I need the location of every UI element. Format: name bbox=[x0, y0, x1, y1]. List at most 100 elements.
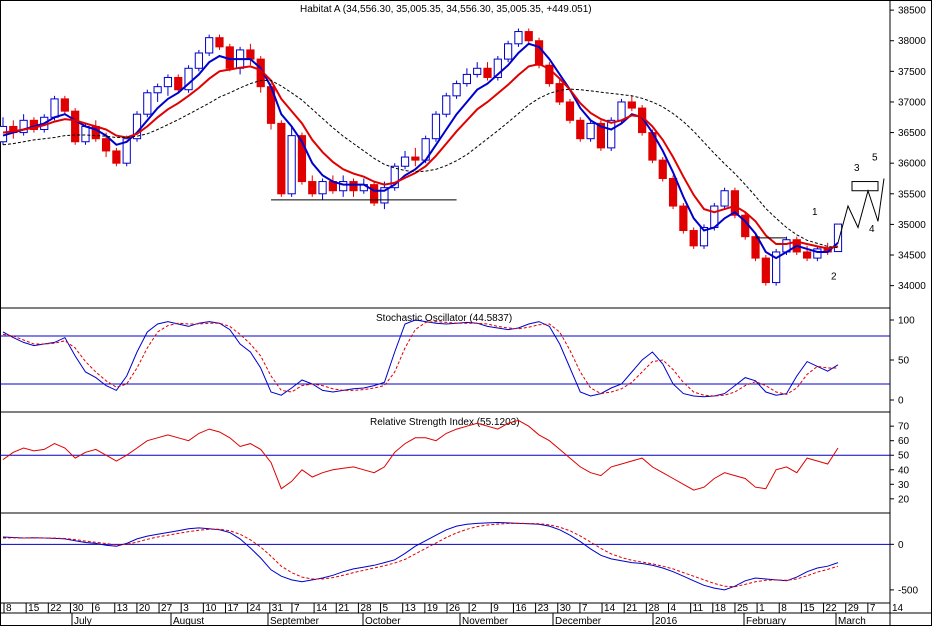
candle-body bbox=[153, 86, 162, 94]
candle bbox=[60, 95, 69, 115]
x-tick-label: 7 bbox=[294, 603, 300, 614]
candle-body bbox=[534, 40, 544, 66]
candle-body bbox=[504, 43, 513, 60]
candle-body bbox=[339, 181, 348, 192]
x-tick-label: 10 bbox=[205, 603, 217, 614]
y-tick-label: 40 bbox=[898, 465, 910, 476]
y-tick-label: 36000 bbox=[898, 159, 926, 170]
candle-body bbox=[699, 226, 709, 247]
x-tick-label: 30 bbox=[72, 603, 84, 614]
candle bbox=[720, 187, 729, 210]
candle-body bbox=[524, 31, 533, 42]
candle bbox=[349, 178, 358, 197]
candle bbox=[741, 212, 750, 240]
candle bbox=[504, 40, 513, 63]
candle bbox=[442, 92, 451, 118]
candle-body bbox=[658, 159, 667, 179]
y-tick-label: 0 bbox=[898, 540, 904, 551]
candle-body bbox=[607, 119, 616, 149]
candle bbox=[627, 95, 636, 112]
candle-body bbox=[813, 248, 822, 259]
x-tick-label: 20 bbox=[139, 603, 151, 614]
panel-title: Habitat A (34,556.30, 35,005.35, 34,556.… bbox=[300, 4, 592, 15]
candle-body bbox=[668, 177, 678, 207]
candle-body bbox=[730, 190, 740, 216]
candle bbox=[483, 62, 492, 81]
candle-body bbox=[442, 95, 451, 115]
y-tick-label: 34500 bbox=[898, 251, 926, 262]
candle-body bbox=[60, 98, 69, 112]
wave-label: 5 bbox=[872, 153, 878, 164]
y-tick-label: 37500 bbox=[898, 67, 926, 78]
y-tick-label: 20 bbox=[898, 494, 910, 505]
candle bbox=[390, 163, 399, 191]
y-tick-label: -500 bbox=[898, 585, 918, 596]
wave-projection bbox=[837, 178, 885, 243]
x-tick-label: 5 bbox=[383, 603, 389, 614]
candle bbox=[462, 68, 471, 87]
candle-body bbox=[627, 101, 636, 109]
x-tick-label: 13 bbox=[117, 603, 129, 614]
x-month-label: October bbox=[365, 616, 401, 626]
x-tick-label: 23 bbox=[538, 603, 550, 614]
candle bbox=[658, 157, 667, 182]
x-tick-label: 18 bbox=[715, 603, 727, 614]
wave-label: 4 bbox=[869, 224, 875, 235]
x-tick-label: 27 bbox=[161, 603, 173, 614]
candle bbox=[328, 175, 337, 194]
candle bbox=[380, 181, 389, 210]
x-tick-label: 14 bbox=[604, 603, 616, 614]
x-tick-label: 2 bbox=[471, 603, 477, 614]
candle bbox=[174, 74, 183, 93]
candle bbox=[184, 65, 193, 93]
candle-body bbox=[143, 92, 152, 115]
candle-body bbox=[483, 67, 492, 78]
candle-body bbox=[586, 122, 595, 140]
candle-body bbox=[473, 67, 482, 75]
candle bbox=[545, 62, 554, 87]
y-tick-label: 38000 bbox=[898, 36, 926, 47]
candle-body bbox=[679, 205, 688, 232]
x-month-label: March bbox=[838, 616, 866, 626]
candle bbox=[235, 46, 245, 75]
candle bbox=[9, 120, 18, 139]
x-month-label: December bbox=[555, 616, 602, 626]
candle bbox=[668, 175, 678, 210]
candle bbox=[163, 74, 173, 96]
candle-body bbox=[617, 101, 626, 121]
series-line bbox=[2, 419, 839, 491]
candle bbox=[308, 175, 317, 197]
candle-body bbox=[772, 251, 781, 284]
panel-0: 34000 34500 35000 35500 36000 36500 37000 37500… bbox=[0, 4, 926, 292]
y-tick-label: 0 bbox=[898, 396, 904, 407]
candle-body bbox=[50, 98, 59, 118]
x-tick-label: 14 bbox=[892, 603, 904, 614]
candle-body bbox=[349, 181, 358, 192]
x-tick-label: 22 bbox=[826, 603, 838, 614]
candle-body bbox=[132, 113, 142, 140]
y-tick-label: 36500 bbox=[898, 128, 926, 139]
x-tick-label: 28 bbox=[360, 603, 372, 614]
candle-body bbox=[81, 125, 90, 143]
x-month-label: February bbox=[746, 616, 786, 626]
y-tick-label: 38500 bbox=[898, 6, 926, 17]
candle bbox=[339, 175, 348, 197]
candle-body bbox=[833, 223, 843, 253]
candle-body bbox=[689, 230, 698, 247]
x-tick-label: 16 bbox=[515, 603, 527, 614]
x-tick-label: 22 bbox=[50, 603, 62, 614]
candle bbox=[431, 111, 441, 142]
y-tick-label: 60 bbox=[898, 436, 910, 447]
candle-body bbox=[431, 113, 441, 140]
x-tick-label: 9 bbox=[493, 603, 499, 614]
series-line bbox=[2, 62, 839, 250]
candle bbox=[586, 120, 595, 142]
x-tick-label: 29 bbox=[848, 603, 860, 614]
x-tick-label: 4 bbox=[671, 603, 677, 614]
x-tick-label: 6 bbox=[95, 603, 101, 614]
candle bbox=[473, 62, 482, 78]
candle bbox=[761, 255, 770, 286]
x-tick-label: 28 bbox=[648, 603, 660, 614]
candle-body bbox=[174, 76, 183, 91]
y-tick-label: 100 bbox=[898, 316, 915, 327]
